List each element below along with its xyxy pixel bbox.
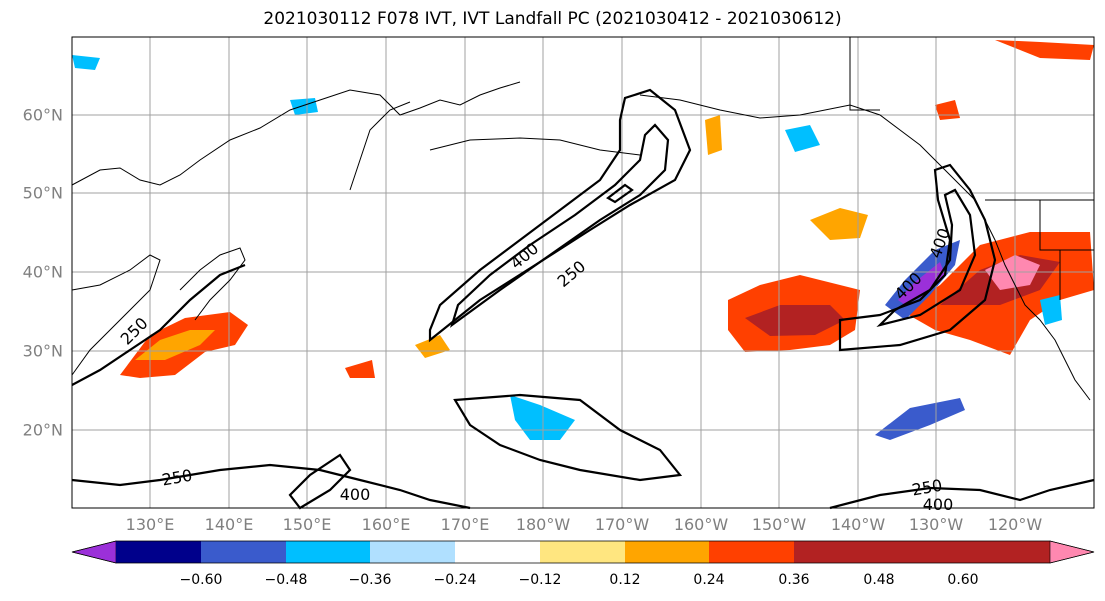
lon-label: 170°W xyxy=(594,515,650,534)
coast-aleutians xyxy=(429,137,641,156)
warm-patch-2 xyxy=(995,40,1094,60)
warm-patch-6 xyxy=(345,360,375,378)
lon-label: 130°W xyxy=(908,515,964,534)
contour-label: 400 xyxy=(340,485,371,504)
lon-label: 130°E xyxy=(125,515,175,534)
colorbar-segment xyxy=(540,541,625,563)
coast-kamchatka xyxy=(349,101,411,191)
lon-label: 160°E xyxy=(361,515,411,534)
lon-label: 150°W xyxy=(751,515,807,534)
contour-250-left xyxy=(71,263,246,386)
colorbar-arrow-low xyxy=(71,540,117,564)
shaded-patches xyxy=(72,40,1094,440)
lon-label: 140°E xyxy=(204,515,254,534)
colorbar-tick-label: 0.48 xyxy=(863,572,895,588)
colorbar-segment xyxy=(370,541,455,563)
map-frame xyxy=(71,36,1095,509)
cold-patch-4 xyxy=(1040,295,1062,325)
chart-title: 2021030112 F078 IVT, IVT Landfall PC (20… xyxy=(263,9,842,29)
warm-patch-central-core xyxy=(745,305,845,336)
colorbar-tick-label: 0.60 xyxy=(947,572,979,588)
lon-label: 140°W xyxy=(830,515,886,534)
colorbar-segments xyxy=(71,540,1095,564)
contour-250-bottom-right xyxy=(829,478,1095,510)
colorbar-tick-label: −0.36 xyxy=(348,572,392,588)
coast-korea-china xyxy=(71,254,161,376)
lon-label: 120°W xyxy=(987,515,1043,534)
contour-400-bottom-left xyxy=(288,453,352,510)
contour-label: 400 xyxy=(923,495,954,514)
coast-north-america xyxy=(974,199,1091,401)
colorbar-segment xyxy=(116,541,201,563)
border-canada-alaska xyxy=(849,37,880,111)
colorbar-tick-label: 0.36 xyxy=(778,572,810,588)
lon-label: 150°E xyxy=(282,515,332,534)
cold-patch-coast-core xyxy=(898,262,945,305)
cold-patch-2 xyxy=(290,98,318,115)
coast-asia xyxy=(71,81,521,186)
contour-250-south xyxy=(453,393,683,482)
colorbar-outline xyxy=(71,540,1095,564)
colorbar-tick-label: −0.24 xyxy=(433,572,477,588)
contour-400-central xyxy=(450,123,670,328)
contour-400-small xyxy=(606,183,634,204)
cold-patch-1 xyxy=(785,125,820,152)
warm-patch-4 xyxy=(415,335,450,358)
lat-label: 50°N xyxy=(22,183,63,203)
colorbar-tick-label: 0.12 xyxy=(609,572,641,588)
lat-label: 30°N xyxy=(22,341,63,361)
lon-label: 170°E xyxy=(440,515,490,534)
lon-label: 160°W xyxy=(673,515,729,534)
lon-label: 180°W xyxy=(515,515,571,534)
colorbar-segment xyxy=(201,541,286,563)
cold-patch-3 xyxy=(72,55,100,70)
contour-250-bottom-left xyxy=(71,463,471,510)
borders xyxy=(849,37,1094,300)
lat-label: 40°N xyxy=(22,262,63,282)
border-states xyxy=(1039,200,1094,300)
colorbar-tick-label: 0.24 xyxy=(693,572,725,588)
colorbar-segment xyxy=(709,541,794,563)
contour-250-central xyxy=(428,88,692,343)
colorbar-segment xyxy=(455,541,540,563)
lat-label: 60°N xyxy=(22,105,63,125)
lat-label: 20°N xyxy=(22,420,63,440)
warm-patch-1 xyxy=(810,208,868,240)
contour-400-coast xyxy=(876,188,977,328)
warm-patch-3 xyxy=(705,115,722,155)
warm-patch-japan-core xyxy=(135,330,215,360)
colorbar-tick-label: −0.12 xyxy=(518,572,562,588)
contours xyxy=(71,88,1095,510)
colorbar-arrow-high xyxy=(1049,540,1095,564)
colorbar-segment xyxy=(794,541,1050,563)
colorbar-segment xyxy=(625,541,709,563)
colorbar-segment xyxy=(286,541,370,563)
coast-japan xyxy=(179,247,246,321)
colorbar-tick-label: −0.48 xyxy=(264,572,308,588)
colorbar-tick-label: −0.60 xyxy=(179,572,223,588)
